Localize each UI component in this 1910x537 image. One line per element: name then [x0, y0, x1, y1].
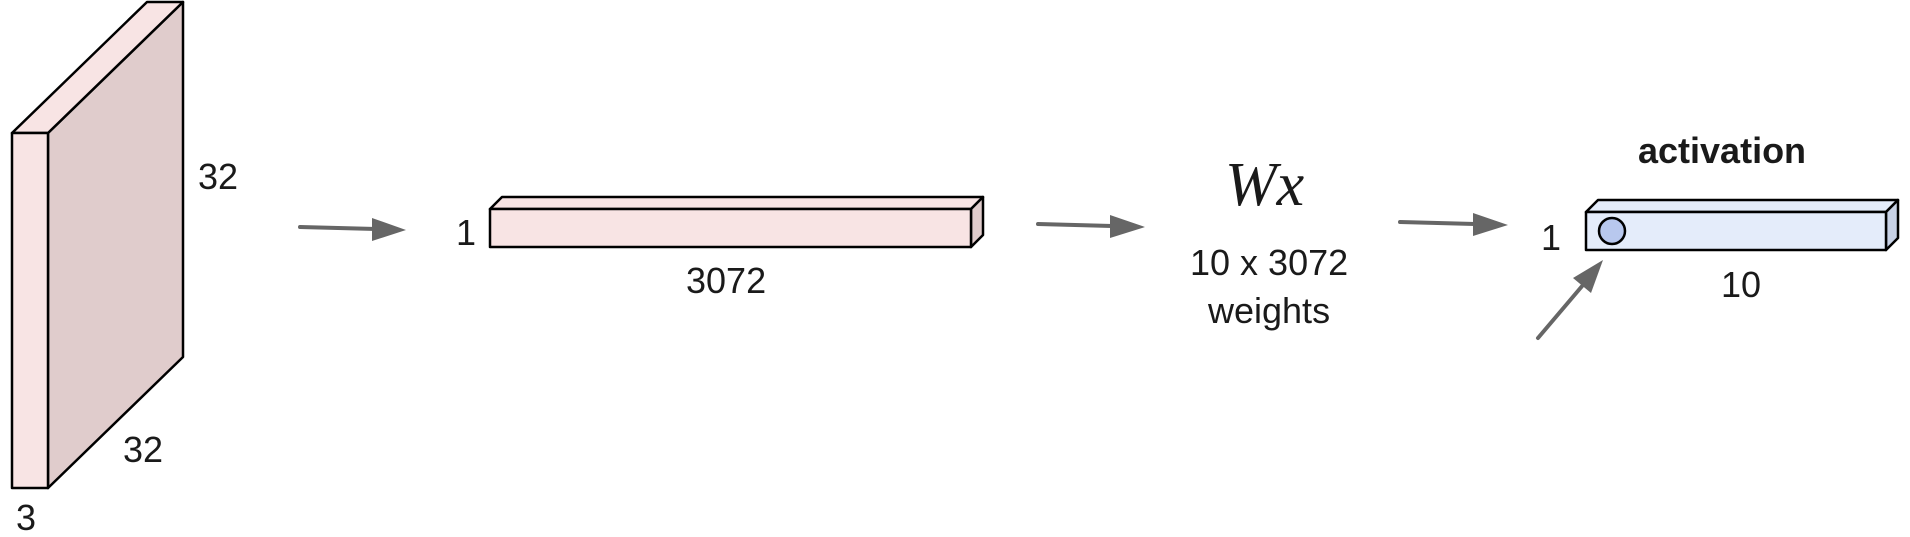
arrow-weights-to-activation	[1398, 213, 1508, 236]
activation-vector: activation 1 10	[1541, 130, 1900, 305]
arrow-vector-to-weights	[1036, 215, 1145, 238]
activation-rows-label: 1	[1541, 217, 1561, 258]
stretched-vector-front-face	[488, 207, 973, 249]
input-volume-front-face	[10, 131, 50, 490]
stretched-vector-rows-label: 1	[456, 212, 476, 253]
input-volume-side-face	[46, 0, 185, 490]
stretched-input-vector: 1 3072	[456, 195, 985, 301]
stretched-vector-length-label: 3072	[686, 260, 766, 301]
weights-formula: Wx	[1225, 151, 1305, 219]
activation-vector-top-face	[1584, 198, 1900, 214]
activation-vector-front-face	[1584, 210, 1888, 252]
weights-dims-label: 10 x 3072	[1190, 242, 1348, 283]
activation-title: activation	[1638, 130, 1806, 171]
weights-caption: weights	[1207, 290, 1330, 331]
neuron-icon	[1597, 216, 1627, 246]
weights-block: Wx 10 x 3072 weights	[1190, 151, 1348, 331]
input-height-label: 32	[198, 156, 238, 197]
input-volume: 32 32 3	[10, 0, 238, 537]
arrow-input-to-vector	[298, 218, 406, 241]
input-depth-label: 3	[16, 497, 36, 537]
arrow-to-neuron	[1536, 260, 1603, 340]
input-width-label: 32	[123, 429, 163, 470]
stretched-vector-top-face	[488, 195, 985, 211]
activation-length-label: 10	[1721, 264, 1761, 305]
